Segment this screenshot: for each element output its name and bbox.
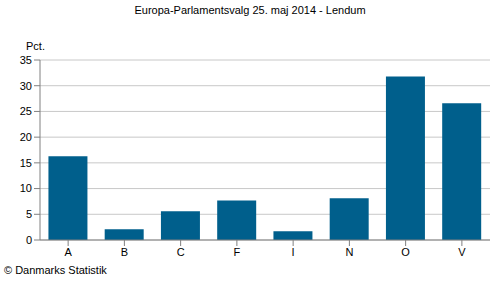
svg-text:V: V [458, 246, 466, 258]
svg-text:F: F [234, 246, 241, 258]
svg-text:C: C [177, 246, 185, 258]
svg-text:B: B [121, 246, 128, 258]
svg-text:A: A [64, 246, 72, 258]
html-text:© Danmarks Statistik: © Danmarks Statistik [4, 264, 107, 276]
svg-text:30: 30 [20, 80, 32, 92]
svg-text:5: 5 [26, 208, 32, 220]
svg-text:N: N [345, 246, 353, 258]
html-text:Europa-Parlamentsvalg 25. maj: Europa-Parlamentsvalg 25. maj 2014 - Len… [134, 4, 366, 16]
svg-text:O: O [401, 246, 410, 258]
svg-text:10: 10 [20, 182, 32, 194]
svg-text:25: 25 [20, 105, 32, 117]
svg-text:20: 20 [20, 131, 32, 143]
svg-text:15: 15 [20, 157, 32, 169]
svg-text:35: 35 [20, 54, 32, 66]
svg-text:I: I [292, 246, 295, 258]
svg-text:0: 0 [26, 234, 32, 246]
html-text:Pct.: Pct. [26, 40, 45, 52]
